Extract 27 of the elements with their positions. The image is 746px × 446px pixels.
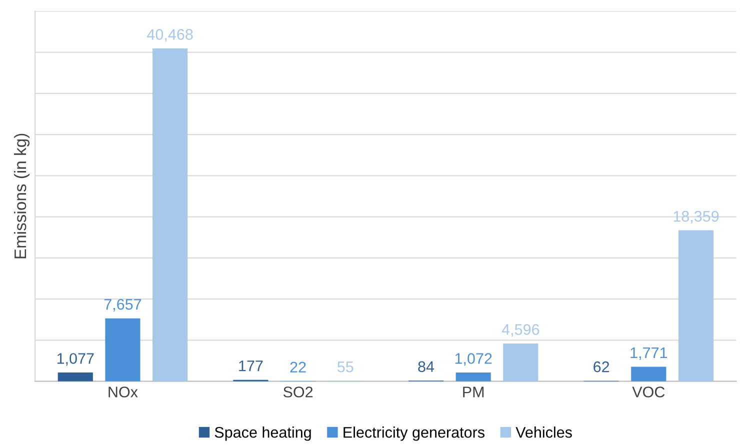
x-tick-label: NOx	[108, 386, 138, 398]
bar	[503, 344, 538, 382]
data-label: 40,468	[147, 29, 193, 42]
bar	[105, 318, 140, 382]
data-label: 1,077	[57, 353, 94, 366]
data-label: 1,771	[630, 348, 668, 360]
data-label: 4,596	[502, 324, 540, 337]
data-label: 55	[337, 362, 354, 372]
data-label: 84	[418, 361, 434, 372]
data-label: 18,359	[674, 210, 719, 224]
data-label: 22	[290, 362, 306, 372]
x-tick-label: SO2	[283, 386, 313, 398]
x-tick-label: VOC	[632, 386, 665, 398]
bar	[456, 372, 491, 382]
legend-label: Space heating	[214, 426, 311, 441]
bar	[631, 366, 666, 382]
legend-label: Vehicles	[516, 426, 572, 438]
bar	[152, 48, 188, 382]
bar	[678, 230, 714, 382]
bar	[58, 372, 93, 382]
data-label: 177	[239, 360, 263, 372]
legend-label: Electricity generators	[344, 426, 484, 441]
y-axis-title: Emissions (in kg)	[14, 134, 30, 258]
data-label: 7,657	[104, 298, 142, 312]
data-label: 1,072	[455, 353, 492, 366]
x-tick-label: PM	[463, 386, 484, 398]
data-label: 62	[594, 361, 610, 372]
